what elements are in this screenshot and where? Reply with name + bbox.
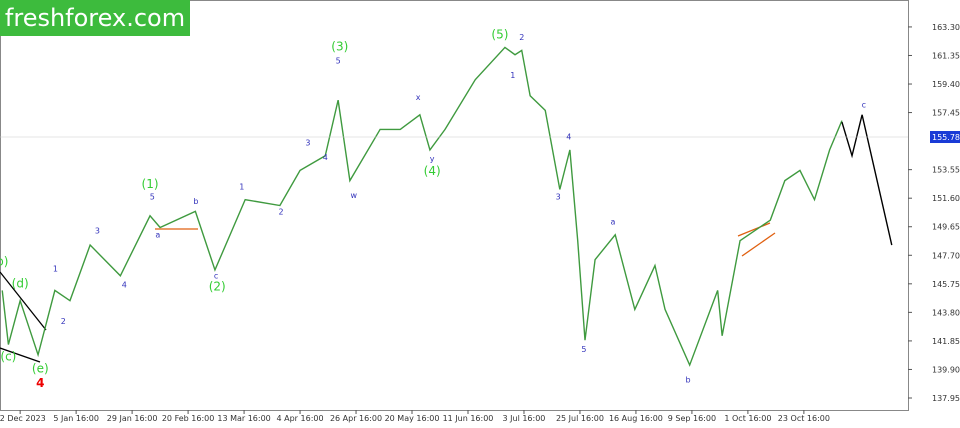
- wave-label: (4): [424, 164, 441, 178]
- x-tick-label: 23 Oct 16:00: [778, 414, 830, 423]
- x-tick-label: 1 Oct 16:00: [724, 414, 771, 423]
- wave-label: b: [685, 376, 690, 385]
- wave-label: c: [214, 272, 218, 281]
- wave-label: a: [611, 218, 616, 227]
- y-tick-label: 163.30: [932, 23, 960, 32]
- logo: freshforex.com: [5, 4, 185, 32]
- last-price-label: 155.78: [932, 133, 960, 142]
- wave-label: 4: [122, 280, 127, 289]
- flag-line: [737, 222, 771, 237]
- wave-label: a: [155, 231, 160, 240]
- x-tick-label: 20 Feb 16:00: [162, 414, 214, 423]
- wave-label: b: [193, 197, 198, 206]
- x-tick-label: 25 Jul 16:00: [556, 414, 604, 423]
- triangle-line: [0, 271, 47, 331]
- logo-box: [0, 0, 190, 36]
- wave-label: x: [416, 93, 421, 102]
- wave-label: (3): [331, 39, 348, 53]
- wave-label: 2: [278, 207, 283, 216]
- wave-label: (d): [12, 276, 29, 290]
- plot: (3) (5) (1) (2) (4) (d) (c) (e) b) 4 5 2 1 x y w 4 3 2 1 5 b a…: [0, 28, 908, 390]
- wave-label: 1: [53, 264, 58, 273]
- y-tick-label: 137.95: [932, 394, 960, 403]
- wave-label: c: [862, 100, 866, 109]
- wave-label: 2: [519, 33, 524, 42]
- x-tick-label: 4 Apr 16:00: [277, 414, 324, 423]
- x-tick-label: 12 Dec 2023: [0, 414, 46, 423]
- y-tick-label: 151.60: [932, 194, 960, 203]
- y-tick-label: 147.70: [932, 251, 960, 260]
- y-tick-label: 153.55: [932, 166, 960, 175]
- plot-area: [0, 0, 909, 411]
- x-tick-label: 5 Jan 16:00: [53, 414, 99, 423]
- y-tick-label: 157.45: [932, 109, 960, 118]
- y-tick-label: 149.65: [932, 223, 960, 232]
- wave-label: 3: [95, 226, 100, 235]
- x-tick-label: 20 May 16:00: [385, 414, 440, 423]
- y-tick-label: 139.90: [932, 365, 960, 374]
- last-price-box: [930, 131, 960, 144]
- x-tick-label: 26 Apr 16:00: [330, 414, 382, 423]
- x-tick-label: 3 Jul 16:00: [503, 414, 546, 423]
- y-tick-label: 145.75: [932, 280, 960, 289]
- y-tick-label: 143.80: [932, 308, 960, 317]
- y-tick-label: 141.85: [932, 337, 960, 346]
- x-tick-label: 13 Mar 16:00: [217, 414, 270, 423]
- wave-label: (e): [32, 361, 49, 375]
- wave-label: 4: [36, 376, 44, 390]
- wave-label: b): [0, 255, 8, 269]
- wave-label: 4: [566, 133, 571, 142]
- wave-label: 1: [510, 71, 515, 80]
- x-tick-label: 9 Sep 16:00: [668, 414, 716, 423]
- wave-label: 1: [239, 182, 244, 191]
- wave-label: (1): [142, 177, 159, 191]
- wave-label: (2): [209, 279, 226, 293]
- wave-label: y: [430, 155, 435, 164]
- trend-lines: [0, 222, 776, 363]
- flag-line: [741, 232, 776, 257]
- x-tick-label: 16 Aug 16:00: [609, 414, 663, 423]
- wave-label: w: [351, 191, 358, 200]
- price-line: [841, 114, 893, 246]
- wave-label: 2: [61, 317, 66, 326]
- wave-label: 3: [305, 138, 310, 147]
- wave-label: (5): [491, 28, 508, 42]
- x-tick-label: 29 Jan 16:00: [107, 414, 158, 423]
- wave-label: 4: [323, 153, 328, 162]
- y-tick-label: 159.40: [932, 80, 960, 89]
- wave-label: (c): [0, 350, 16, 364]
- x-tick-label: 11 Jun 16:00: [443, 414, 494, 423]
- wave-label: 5: [150, 193, 155, 202]
- y-tick-label: 161.35: [932, 51, 960, 60]
- triangle-line: [0, 347, 41, 363]
- price-line: [1, 46, 843, 367]
- wave-label: 5: [581, 345, 586, 354]
- wave-label: 5: [336, 57, 341, 66]
- wave-label: 3: [556, 193, 561, 202]
